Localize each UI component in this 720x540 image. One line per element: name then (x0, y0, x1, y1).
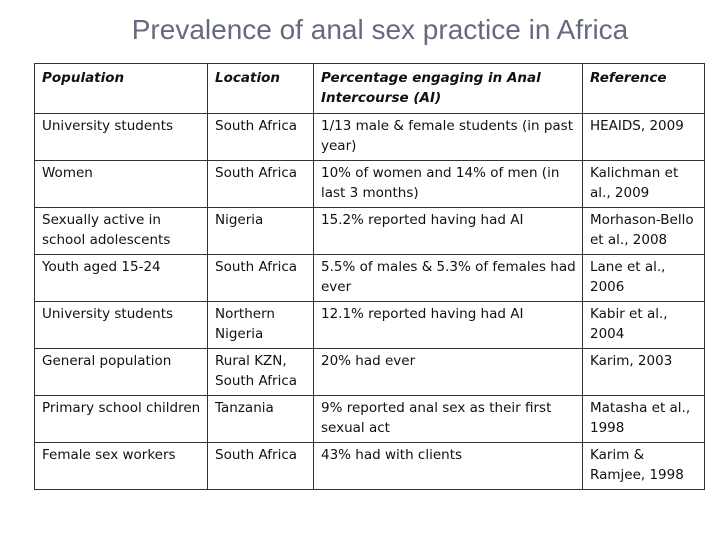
cell-percentage: 1/13 male & female students (in past yea… (313, 113, 583, 161)
cell-reference: Karim & Ramjee, 1998 (582, 442, 705, 490)
table-row: Primary school children Tanzania 9% repo… (34, 395, 705, 443)
cell-percentage: 43% had with clients (313, 442, 583, 490)
cell-percentage: 20% had ever (313, 348, 583, 396)
table-row: General population Rural KZN, South Afri… (34, 348, 705, 396)
header-location: Location (207, 63, 314, 114)
table-header-row: Population Location Percentage engaging … (34, 63, 705, 114)
table-row: Women South Africa 10% of women and 14% … (34, 160, 705, 208)
cell-population: University students (34, 301, 208, 349)
cell-location: Nigeria (207, 207, 314, 255)
cell-population: Youth aged 15-24 (34, 254, 208, 302)
table-row: Youth aged 15-24 South Africa 5.5% of ma… (34, 254, 705, 302)
cell-population: General population (34, 348, 208, 396)
cell-reference: Matasha et al., 1998 (582, 395, 705, 443)
table-row: University students Northern Nigeria 12.… (34, 301, 705, 349)
table-row: Sexually active in school adolescents Ni… (34, 207, 705, 255)
cell-location: South Africa (207, 113, 314, 161)
cell-reference: Kabir et al., 2004 (582, 301, 705, 349)
cell-reference: Morhason-Bello et al., 2008 (582, 207, 705, 255)
cell-reference: Karim, 2003 (582, 348, 705, 396)
cell-percentage: 10% of women and 14% of men (in last 3 m… (313, 160, 583, 208)
cell-population: Female sex workers (34, 442, 208, 490)
table-row: Female sex workers South Africa 43% had … (34, 442, 705, 490)
slide-title: Prevalence of anal sex practice in Afric… (131, 14, 629, 45)
cell-reference: HEAIDS, 2009 (582, 113, 705, 161)
cell-percentage: 15.2% reported having had AI (313, 207, 583, 255)
cell-population: Women (34, 160, 208, 208)
cell-percentage: 12.1% reported having had AI (313, 301, 583, 349)
table-row: University students South Africa 1/13 ma… (34, 113, 705, 161)
cell-population: Primary school children (34, 395, 208, 443)
cell-location: South Africa (207, 442, 314, 490)
prevalence-table: Population Location Percentage engaging … (34, 63, 705, 490)
header-reference: Reference (582, 63, 705, 114)
cell-population: Sexually active in school adolescents (34, 207, 208, 255)
header-percentage: Percentage engaging in Anal Intercourse … (313, 63, 583, 114)
cell-location: Rural KZN, South Africa (207, 348, 314, 396)
cell-population: University students (34, 113, 208, 161)
cell-location: Tanzania (207, 395, 314, 443)
cell-percentage: 5.5% of males & 5.3% of females had ever (313, 254, 583, 302)
header-population: Population (34, 63, 208, 114)
cell-location: South Africa (207, 160, 314, 208)
cell-percentage: 9% reported anal sex as their first sexu… (313, 395, 583, 443)
cell-reference: Lane et al., 2006 (582, 254, 705, 302)
cell-reference: Kalichman et al., 2009 (582, 160, 705, 208)
cell-location: Northern Nigeria (207, 301, 314, 349)
cell-location: South Africa (207, 254, 314, 302)
